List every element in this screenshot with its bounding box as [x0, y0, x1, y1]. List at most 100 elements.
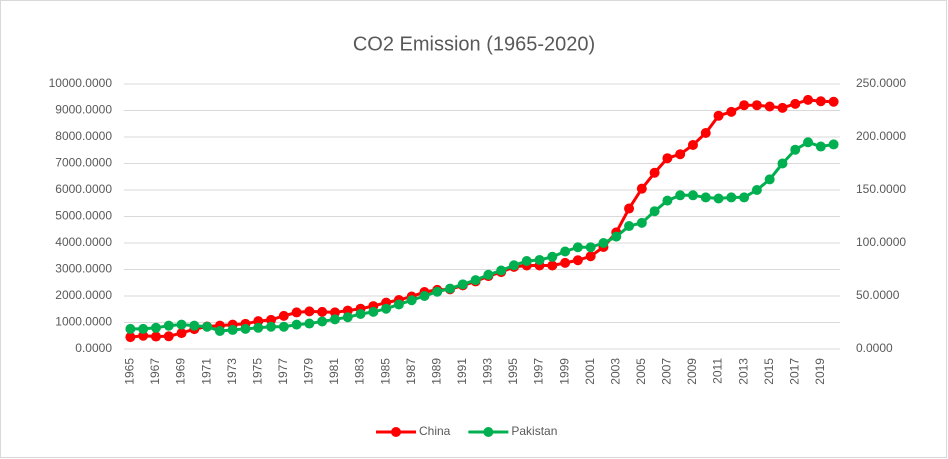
- series-marker: [138, 323, 149, 334]
- x-tick-label: 2015: [762, 358, 776, 385]
- series-marker: [675, 190, 686, 201]
- y-tick-label: 3000.0000: [55, 262, 112, 276]
- series-marker: [342, 312, 353, 323]
- series-marker: [214, 325, 225, 336]
- x-tick-label: 2003: [608, 358, 622, 385]
- series-marker: [636, 183, 647, 194]
- series-marker: [176, 328, 187, 339]
- series-marker: [470, 275, 481, 286]
- y-tick-label: 9000.0000: [55, 103, 112, 117]
- series-marker: [815, 141, 826, 152]
- series-marker: [253, 322, 264, 333]
- x-tick-label: 1975: [250, 358, 264, 385]
- legend-label: China: [419, 424, 451, 438]
- x-tick-label: 1965: [123, 358, 137, 385]
- series-marker: [662, 195, 673, 206]
- series-marker: [560, 246, 571, 257]
- series-marker: [125, 323, 136, 334]
- legend-swatch-marker: [483, 427, 494, 437]
- y2-tick-label: 250.0000: [856, 76, 906, 90]
- series-marker: [317, 306, 328, 317]
- y2-tick-label: 50.0000: [856, 288, 900, 302]
- series-marker: [329, 307, 340, 318]
- x-tick-label: 1983: [353, 358, 367, 385]
- chart-title: CO2 Emission (1965-2020): [353, 33, 595, 55]
- series-marker: [457, 279, 468, 290]
- series-marker: [700, 128, 711, 139]
- series-marker: [803, 137, 814, 148]
- series-marker: [713, 193, 724, 204]
- series-marker: [815, 96, 826, 107]
- series-marker: [125, 332, 136, 343]
- series-marker: [560, 257, 571, 268]
- y2-tick-label: 200.0000: [856, 129, 906, 143]
- series-marker: [189, 320, 200, 331]
- series-marker: [355, 309, 366, 320]
- series-marker: [572, 255, 583, 266]
- x-tick-label: 1973: [225, 358, 239, 385]
- series-marker: [534, 254, 545, 265]
- series-marker: [726, 106, 737, 117]
- series-marker: [547, 260, 558, 271]
- series-marker: [163, 331, 174, 342]
- series-marker: [687, 139, 698, 150]
- y-tick-label: 8000.0000: [55, 129, 112, 143]
- series-marker: [432, 286, 443, 297]
- series-marker: [739, 100, 750, 111]
- series-marker: [662, 153, 673, 164]
- x-tick-label: 1991: [455, 358, 469, 385]
- x-tick-label: 2009: [685, 358, 699, 385]
- x-tick-label: 1969: [174, 358, 188, 385]
- series-marker: [202, 321, 213, 332]
- series-marker: [521, 256, 532, 267]
- x-tick-label: 1993: [481, 358, 495, 385]
- y-tick-label: 7000.0000: [55, 156, 112, 170]
- series-marker: [317, 316, 328, 327]
- series-marker: [304, 318, 315, 329]
- series-marker: [483, 269, 494, 280]
- x-tick-label: 2005: [634, 358, 648, 385]
- y-tick-label: 5000.0000: [55, 209, 112, 223]
- series-marker: [496, 265, 507, 276]
- x-tick-label: 2019: [813, 358, 827, 385]
- y-tick-label: 1000.0000: [55, 315, 112, 329]
- series-marker: [381, 303, 392, 314]
- series-marker: [636, 217, 647, 228]
- y-tick-label: 4000.0000: [55, 235, 112, 249]
- series-marker: [739, 192, 750, 203]
- x-tick-label: 2007: [660, 358, 674, 385]
- series-marker: [240, 323, 251, 334]
- series-marker: [764, 174, 775, 185]
- series-marker: [329, 314, 340, 325]
- series-marker: [790, 98, 801, 109]
- series-marker: [751, 100, 762, 111]
- series-marker: [572, 242, 583, 253]
- series-marker: [150, 322, 161, 333]
- y-tick-label: 10000.0000: [49, 76, 113, 90]
- x-tick-label: 1987: [404, 358, 418, 385]
- series-marker: [649, 167, 660, 178]
- series-marker: [726, 192, 737, 203]
- series-marker: [163, 320, 174, 331]
- series-marker: [138, 330, 149, 341]
- series-marker: [291, 319, 302, 330]
- series-marker: [624, 221, 635, 232]
- series-marker: [368, 306, 379, 317]
- series-marker: [687, 190, 698, 201]
- series-marker: [751, 185, 762, 195]
- series-marker: [700, 192, 711, 203]
- series-marker: [611, 231, 622, 242]
- series-marker: [419, 291, 430, 301]
- x-tick-label: 1997: [532, 358, 546, 385]
- y2-tick-label: 100.0000: [856, 235, 906, 249]
- series-marker: [150, 331, 161, 342]
- series-marker: [406, 295, 417, 306]
- series-marker: [508, 260, 519, 271]
- series-marker: [828, 139, 839, 150]
- x-tick-label: 1995: [506, 358, 520, 385]
- y2-tick-label: 0.0000: [856, 341, 893, 355]
- x-tick-label: 1979: [302, 358, 316, 385]
- series-marker: [547, 251, 558, 262]
- series-marker: [828, 96, 839, 107]
